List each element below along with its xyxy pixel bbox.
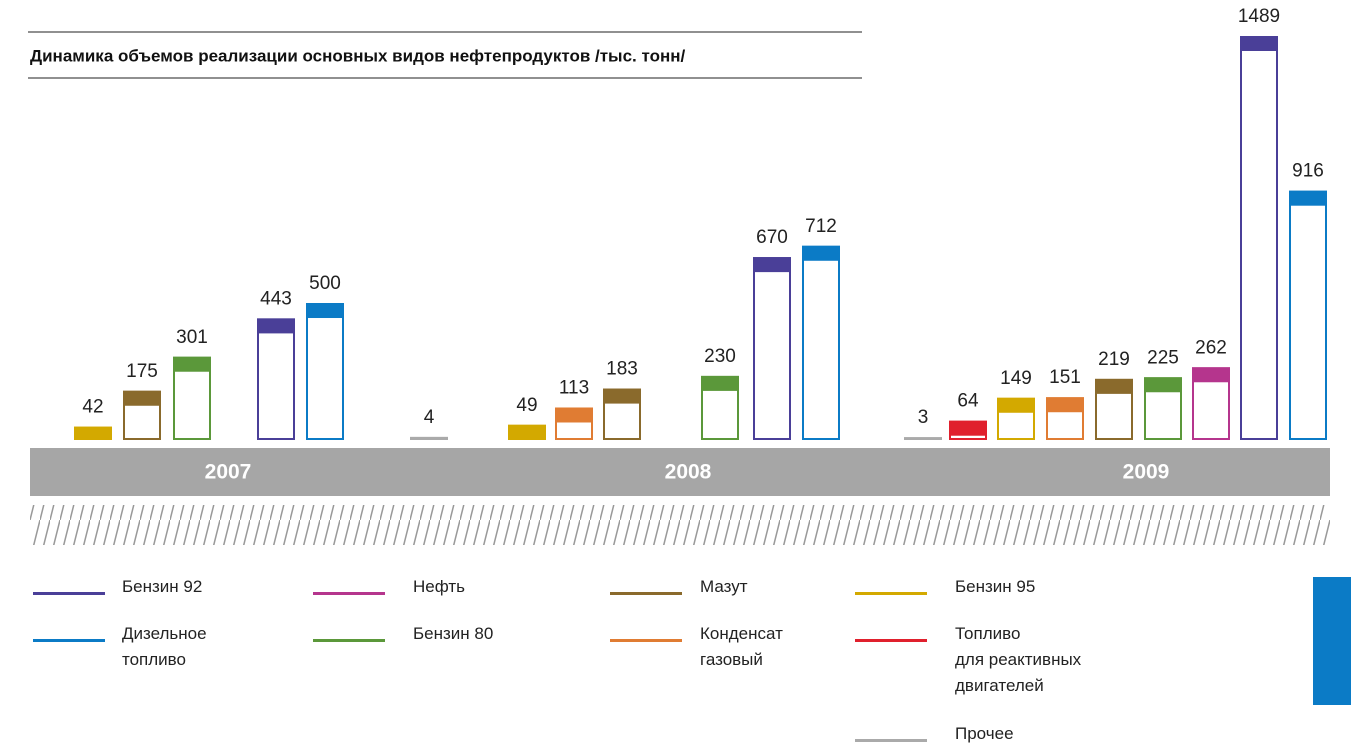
bar-cap bbox=[555, 407, 593, 423]
value-label: 225 bbox=[1147, 347, 1179, 368]
bar bbox=[753, 257, 791, 440]
bar-cap bbox=[1240, 36, 1278, 51]
value-label: 149 bbox=[1000, 368, 1032, 389]
value-label: 151 bbox=[1049, 367, 1081, 388]
bar-cap bbox=[173, 356, 211, 372]
legend-swatch bbox=[33, 639, 105, 642]
legend-label: Дизельное топливо bbox=[122, 624, 207, 669]
year-band bbox=[30, 448, 1330, 496]
bar-cap bbox=[1144, 377, 1182, 393]
legend-swatch bbox=[610, 639, 682, 642]
legend-label: Бензин 95 bbox=[955, 577, 1036, 596]
bar bbox=[1289, 190, 1327, 440]
legend-swatch bbox=[855, 592, 927, 595]
bar bbox=[257, 318, 295, 440]
bar-cap bbox=[508, 424, 546, 440]
legend-label: Бензин 92 bbox=[122, 577, 203, 596]
bar-cap bbox=[802, 245, 840, 261]
value-label: 49 bbox=[516, 395, 537, 416]
bar-cap bbox=[257, 318, 295, 334]
bar-cap bbox=[74, 426, 112, 440]
value-label: 1489 bbox=[1238, 6, 1280, 27]
bar-cap bbox=[1192, 367, 1230, 383]
value-label: 443 bbox=[260, 288, 292, 309]
bar-cap bbox=[603, 388, 641, 404]
value-label: 113 bbox=[559, 378, 589, 399]
value-label: 670 bbox=[756, 227, 788, 248]
legend-swatch bbox=[33, 592, 105, 595]
legend-label: Бензин 80 bbox=[413, 624, 494, 643]
value-label: 3 bbox=[918, 407, 929, 428]
value-label: 262 bbox=[1195, 337, 1227, 358]
value-label: 230 bbox=[704, 346, 736, 367]
hatch bbox=[30, 505, 1330, 545]
bar-cap bbox=[123, 390, 161, 406]
chart-title: Динамика объемов реализации основных вид… bbox=[30, 46, 685, 65]
bar bbox=[306, 303, 344, 440]
bar-cap bbox=[701, 375, 739, 391]
bar-cap bbox=[1095, 378, 1133, 394]
bar-cap bbox=[1289, 190, 1327, 206]
value-label: 219 bbox=[1098, 349, 1130, 370]
value-label: 301 bbox=[176, 327, 208, 348]
year-label: 2009 bbox=[1123, 461, 1170, 484]
bar bbox=[802, 245, 840, 440]
bar-cap bbox=[949, 420, 987, 436]
year-label: 2008 bbox=[665, 461, 712, 484]
legend-swatch bbox=[313, 639, 385, 642]
side-tab bbox=[1313, 577, 1351, 705]
value-label: 64 bbox=[957, 391, 979, 412]
legend-label: Топливо для реактивных двигателей bbox=[955, 624, 1082, 695]
bar-cap bbox=[753, 257, 791, 273]
value-label: 712 bbox=[805, 216, 837, 237]
value-label: 42 bbox=[82, 397, 103, 418]
bar bbox=[1240, 36, 1278, 440]
value-label: 916 bbox=[1292, 161, 1324, 182]
bar-cap bbox=[410, 436, 448, 440]
bar-cap bbox=[1046, 397, 1084, 413]
legend-label: Нефть bbox=[413, 577, 465, 596]
bar-cap bbox=[306, 303, 344, 319]
legend-swatch bbox=[855, 739, 927, 742]
legend-label: Мазут bbox=[700, 577, 748, 596]
bar-cap bbox=[904, 437, 942, 440]
value-label: 183 bbox=[606, 359, 638, 380]
year-label: 2007 bbox=[205, 461, 252, 484]
legend-swatch bbox=[313, 592, 385, 595]
value-label: 4 bbox=[424, 407, 435, 428]
legend-label: Прочее bbox=[955, 724, 1014, 743]
legend-swatch bbox=[610, 592, 682, 595]
value-label: 175 bbox=[126, 361, 158, 382]
legend-swatch bbox=[855, 639, 927, 642]
bar-cap bbox=[997, 397, 1035, 413]
value-label: 500 bbox=[309, 273, 341, 294]
legend-label: Конденсат газовый bbox=[700, 624, 783, 669]
